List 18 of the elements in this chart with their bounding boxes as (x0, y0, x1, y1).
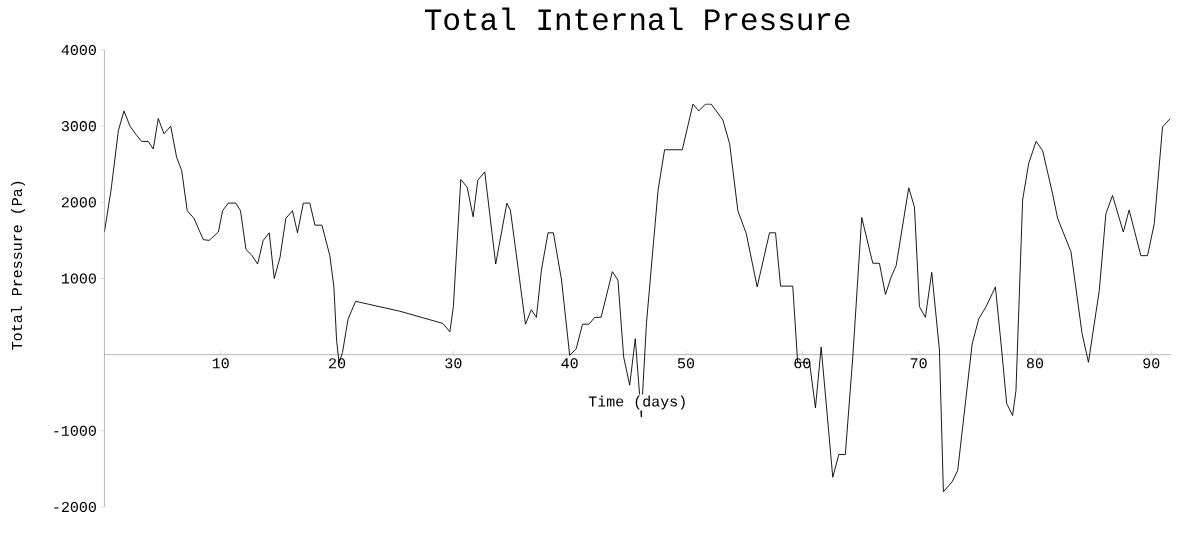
y-tick-label: 2000 (61, 197, 96, 208)
x-tick-label: 70 (910, 358, 927, 369)
x-axis-title: Time (days) (588, 395, 685, 410)
x-tick-label: 50 (677, 358, 695, 369)
x-tick-label: 10 (212, 358, 229, 369)
x-tick-label: 40 (561, 358, 578, 369)
x-tick-label: 20 (329, 358, 346, 369)
x-tick-label: 90 (1143, 358, 1160, 369)
y-tick-label: -1000 (54, 425, 96, 436)
x-tick-label: 30 (445, 358, 462, 369)
y-tick-label: -2000 (54, 501, 96, 513)
y-tick-label: 1000 (61, 273, 96, 284)
y-axis-title: Total Pressure (Pa) (11, 181, 26, 350)
line-series (104, 103, 1171, 493)
y-tick-label: 3000 (61, 121, 96, 132)
y-tick-label: 4000 (61, 44, 96, 56)
x-tick-label: 80 (1026, 358, 1044, 369)
chart-title: Total Internal Pressure (424, 7, 850, 31)
